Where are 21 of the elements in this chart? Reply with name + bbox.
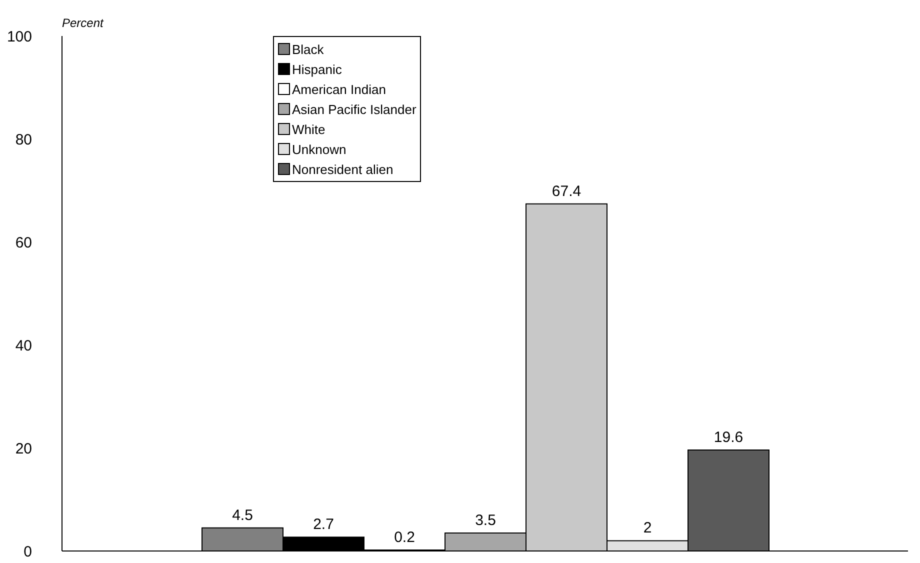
legend-label: Hispanic [292,62,342,76]
y-tick-label: 80 [15,131,32,148]
legend-label: Unknown [292,142,346,156]
data-label: 2.7 [313,516,334,534]
legend-label: American Indian [292,82,386,96]
data-label: 4.5 [232,506,253,524]
y-axis-title: Percent [62,16,104,30]
legend-label: Black [292,42,324,56]
data-label: 2 [643,520,652,537]
data-label: 67.4 [552,182,582,200]
y-tick-label: 40 [15,337,32,354]
data-label: 3.5 [475,512,496,529]
y-tick-label: 60 [15,234,32,252]
legend-label: White [292,122,326,136]
y-tick-label: 20 [15,440,32,458]
y-tick-label: 0 [24,543,32,560]
legend-label: Asian Pacific Islander [292,102,416,116]
data-label: 19.6 [714,429,744,446]
y-tick-label: 100 [6,28,32,46]
legend-label: Nonresident alien [292,162,394,176]
data-label: 0.2 [394,528,415,546]
